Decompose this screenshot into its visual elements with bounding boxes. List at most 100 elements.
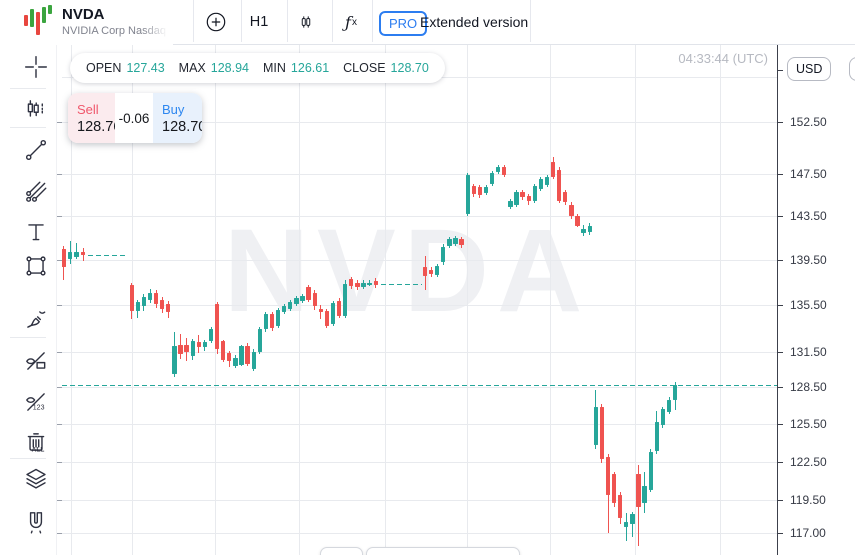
pro-badge[interactable]: PRO bbox=[379, 11, 428, 36]
candle-body-up bbox=[141, 297, 147, 307]
open-value: 127.43 bbox=[126, 61, 165, 75]
chart-plot-area[interactable]: NVDA bbox=[62, 45, 777, 555]
candle-body-up bbox=[508, 201, 513, 207]
symbol-title[interactable]: NVDA bbox=[62, 6, 105, 23]
sell-label: Sell bbox=[77, 101, 99, 117]
axis-tick bbox=[778, 216, 783, 218]
dashed-price-line bbox=[381, 283, 422, 285]
h-gridline bbox=[62, 387, 777, 389]
candle-body-down bbox=[618, 494, 623, 519]
add-symbol-button[interactable] bbox=[199, 0, 233, 44]
candle-body-down bbox=[605, 456, 611, 495]
candle-body-down bbox=[526, 195, 531, 202]
sidebar-group-divider bbox=[10, 88, 46, 89]
candle-body-up bbox=[275, 309, 281, 326]
tool-pitchfork[interactable] bbox=[19, 175, 53, 209]
axis-price-label: 135.50 bbox=[790, 298, 827, 313]
tool-hide-values[interactable]: 123 bbox=[19, 385, 53, 419]
axis-tick bbox=[778, 461, 783, 463]
open-label: OPEN bbox=[86, 61, 122, 75]
hide-values-icon: 123 bbox=[26, 393, 45, 412]
axis-tick bbox=[778, 500, 783, 502]
axis-tick bbox=[778, 122, 783, 124]
h-gridline bbox=[62, 461, 777, 463]
candle-body-down bbox=[312, 292, 317, 307]
candle-body-down bbox=[355, 282, 360, 288]
candle-body-up bbox=[489, 172, 495, 185]
axis-price-label: 147.50 bbox=[790, 166, 827, 181]
pitchfork-icon bbox=[26, 181, 47, 202]
candle-body-up bbox=[465, 174, 470, 215]
axis-tick bbox=[778, 424, 783, 426]
price-axis[interactable]: 152.50 147.50 143.50 139.50 135.50 131.50 128.… bbox=[777, 45, 855, 555]
candle-body-up bbox=[361, 282, 366, 288]
axis-price-label: 143.50 bbox=[790, 209, 827, 224]
interval-button[interactable]: H1 bbox=[243, 0, 275, 44]
candle-body-down bbox=[153, 292, 159, 305]
tool-brush[interactable] bbox=[19, 302, 53, 336]
v-gridline bbox=[299, 45, 300, 555]
tool-magnet[interactable] bbox=[19, 505, 53, 539]
buy-price: 128.70 bbox=[162, 118, 202, 135]
candle-body-up bbox=[135, 301, 140, 311]
tool-text-tool[interactable] bbox=[19, 215, 53, 249]
top-toolbar: NVDA NVIDIA Corp Nasdaq Sto H1 ƒx PRO Ex… bbox=[0, 0, 855, 45]
candle-body-up bbox=[587, 226, 592, 232]
axis-tick bbox=[778, 532, 783, 534]
candle-body-down bbox=[563, 191, 568, 203]
axis-tick bbox=[778, 351, 783, 353]
h-gridline bbox=[62, 122, 777, 124]
tool-interval-style[interactable] bbox=[19, 92, 53, 126]
symbol-watermark: NVDA bbox=[223, 205, 591, 337]
svg-text:123: 123 bbox=[33, 405, 45, 412]
bottom-nav-pill[interactable] bbox=[320, 547, 363, 555]
candle-body-down bbox=[80, 252, 86, 255]
bottom-scrollbar-pill[interactable] bbox=[366, 547, 520, 555]
candle-body-down bbox=[318, 308, 323, 313]
candle-body-up bbox=[666, 399, 672, 412]
left-axis-tick bbox=[56, 173, 62, 175]
h-gridline bbox=[62, 216, 777, 218]
candle-body-up bbox=[581, 229, 586, 233]
plus-circle-icon bbox=[206, 12, 226, 32]
candle-wick-down bbox=[320, 305, 322, 320]
candle-body-down bbox=[178, 344, 183, 355]
chart-style-button[interactable] bbox=[291, 0, 321, 44]
candle-body-down bbox=[196, 342, 201, 347]
remove-all-icon: ALL bbox=[27, 433, 44, 454]
buy-button[interactable]: Buy 128.70 bbox=[153, 93, 202, 143]
candle-body-down bbox=[227, 352, 232, 362]
app-logo-candles-icon[interactable] bbox=[22, 4, 58, 40]
tool-crosshair[interactable] bbox=[19, 50, 53, 84]
candle-body-down bbox=[459, 239, 464, 245]
trend-line-icon bbox=[25, 139, 47, 161]
layers-icon bbox=[26, 468, 46, 489]
tool-layers[interactable] bbox=[19, 462, 53, 496]
text-tool-icon bbox=[28, 224, 44, 241]
axis-price-label: 139.50 bbox=[790, 253, 827, 268]
dashed-price-line bbox=[88, 254, 128, 256]
clipped-axis-button[interactable] bbox=[849, 57, 855, 81]
currency-button[interactable]: USD bbox=[787, 57, 832, 81]
candle-body-up bbox=[624, 522, 629, 528]
ohlc-info-bar: OPEN 127.43 MAX 128.94 MIN 126.61 CLOSE 128.… bbox=[70, 53, 445, 83]
left-axis-tick bbox=[56, 532, 62, 534]
left-axis-tick bbox=[56, 351, 62, 353]
tool-remove-all[interactable]: ALL bbox=[19, 425, 53, 459]
candle-body-up bbox=[239, 345, 244, 365]
tool-rectangle-tool[interactable] bbox=[19, 249, 53, 283]
candle-body-up bbox=[654, 421, 659, 452]
tool-hide-drawings[interactable] bbox=[19, 344, 53, 378]
tool-trend-line[interactable] bbox=[19, 133, 53, 167]
candle-body-down bbox=[557, 169, 562, 202]
brush-icon bbox=[27, 311, 46, 328]
candle-body-down bbox=[221, 341, 226, 360]
candle-body-down bbox=[306, 287, 311, 300]
candle-body-up bbox=[434, 265, 440, 275]
axis-tick bbox=[778, 260, 783, 262]
sell-button[interactable]: Sell 128.76 bbox=[68, 93, 121, 143]
axis-price-label: 122.50 bbox=[790, 454, 827, 469]
left-price-ticks bbox=[56, 45, 62, 555]
